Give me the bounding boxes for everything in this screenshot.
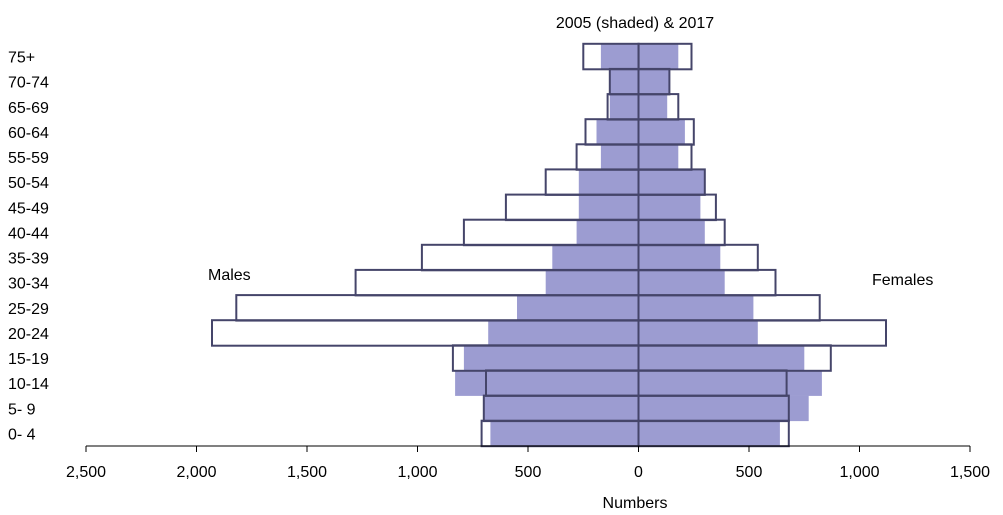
bar-female-2005-25-29 xyxy=(638,295,754,321)
y-tick-labels: 0- 4 5- 9 10-14 15-19 20-24 25-29 30-34 35-39 40… xyxy=(8,50,49,444)
bar-male-2005-50-54 xyxy=(578,169,639,195)
y-tick-label: 20-24 xyxy=(8,326,49,343)
bar-female-2005-55-59 xyxy=(638,144,679,170)
y-tick-label: 45-49 xyxy=(8,200,49,217)
x-tick-label: 500 xyxy=(736,464,763,481)
bar-male-2005-65-69 xyxy=(609,94,639,120)
x-tick-label: 1,000 xyxy=(397,464,437,481)
bar-female-2005-10-14 xyxy=(638,370,822,396)
x-tick-label: 1,500 xyxy=(950,464,990,481)
bar-male-2005-25-29 xyxy=(517,295,639,321)
y-tick-label: 40-44 xyxy=(8,225,49,242)
x-tick-label: 1,000 xyxy=(839,464,879,481)
bar-male-2005-30-34 xyxy=(545,269,639,296)
females-annotation: Females xyxy=(872,272,933,289)
x-tick-label: 1,500 xyxy=(287,464,327,481)
y-tick-label: 50-54 xyxy=(8,175,49,192)
y-tick-label: 25-29 xyxy=(8,301,49,318)
bar-male-2005-70-74 xyxy=(609,68,639,95)
y-tick-label: 55-59 xyxy=(8,150,49,167)
chart-title: 2005 (shaded) & 2017 xyxy=(556,15,714,32)
x-tick-label: 2,500 xyxy=(66,464,106,481)
bar-female-2005-75+ xyxy=(638,43,679,70)
bar-male-2005-45-49 xyxy=(578,194,639,221)
bar-female-2005-60-64 xyxy=(638,119,685,145)
x-tick-label: 2,000 xyxy=(176,464,216,481)
males-annotation: Males xyxy=(208,267,251,284)
bar-female-2005-40-44 xyxy=(638,219,705,246)
y-tick-label: 30-34 xyxy=(8,276,49,293)
bar-male-2005-20-24 xyxy=(488,320,639,346)
bar-male-2005-40-44 xyxy=(576,219,639,246)
y-tick-label: 35-39 xyxy=(8,251,49,268)
bar-male-2005-35-39 xyxy=(552,244,639,271)
y-tick-label: 65-69 xyxy=(8,100,49,117)
bar-male-2005-0-4 xyxy=(490,420,639,447)
bar-male-2005-60-64 xyxy=(596,119,639,145)
x-tick-label: 500 xyxy=(515,464,542,481)
y-tick-label: 15-19 xyxy=(8,351,49,368)
bars-layer xyxy=(211,42,887,448)
x-axis-label: Numbers xyxy=(603,495,668,512)
y-tick-label: 5- 9 xyxy=(8,401,36,418)
bar-male-2005-10-14 xyxy=(455,370,639,396)
bar-female-2005-65-69 xyxy=(638,94,668,120)
bar-female-2005-0-4 xyxy=(638,420,780,447)
bar-male-2005-15-19 xyxy=(463,345,639,371)
y-tick-label: 75+ xyxy=(8,50,35,67)
bar-female-2005-20-24 xyxy=(638,320,758,346)
bar-male-2005-5-9 xyxy=(483,395,639,422)
bar-female-2005-50-54 xyxy=(638,169,705,195)
bar-female-2005-45-49 xyxy=(638,194,701,221)
y-tick-label: 70-74 xyxy=(8,75,49,92)
bar-female-2005-15-19 xyxy=(638,345,805,371)
bar-male-2005-55-59 xyxy=(600,144,639,170)
y-tick-label: 0- 4 xyxy=(8,426,36,443)
bar-male-2005-75+ xyxy=(600,43,639,70)
bar-female-2005-30-34 xyxy=(638,269,725,296)
bar-female-2005-70-74 xyxy=(638,68,670,95)
x-ticks: 2,500 2,000 1,500 1,000 500 0 500 1,000 1,500 xyxy=(66,446,990,481)
y-tick-label: 10-14 xyxy=(8,376,49,393)
y-tick-label: 60-64 xyxy=(8,125,49,142)
bar-female-2005-5-9 xyxy=(638,395,809,422)
x-tick-label: 0 xyxy=(634,464,643,481)
bar-female-2005-35-39 xyxy=(638,244,721,271)
